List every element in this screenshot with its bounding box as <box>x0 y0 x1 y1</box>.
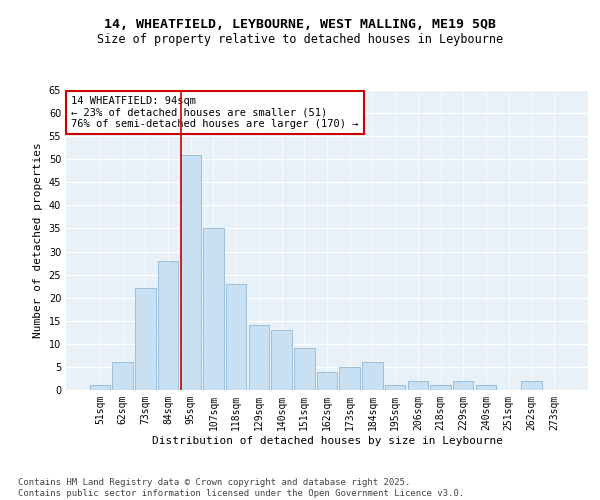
Text: 14 WHEATFIELD: 94sqm
← 23% of detached houses are smaller (51)
76% of semi-detac: 14 WHEATFIELD: 94sqm ← 23% of detached h… <box>71 96 359 129</box>
Bar <box>317 372 337 390</box>
Y-axis label: Number of detached properties: Number of detached properties <box>33 142 43 338</box>
X-axis label: Distribution of detached houses by size in Leybourne: Distribution of detached houses by size … <box>151 436 503 446</box>
Text: Size of property relative to detached houses in Leybourne: Size of property relative to detached ho… <box>97 32 503 46</box>
Bar <box>181 154 201 390</box>
Bar <box>158 261 178 390</box>
Bar <box>407 381 428 390</box>
Bar <box>476 386 496 390</box>
Bar <box>271 330 292 390</box>
Bar <box>385 386 406 390</box>
Bar <box>362 362 383 390</box>
Bar <box>135 288 155 390</box>
Bar <box>90 386 110 390</box>
Bar <box>294 348 314 390</box>
Bar <box>203 228 224 390</box>
Bar <box>248 326 269 390</box>
Bar <box>453 381 473 390</box>
Bar <box>521 381 542 390</box>
Bar <box>340 367 360 390</box>
Bar <box>112 362 133 390</box>
Bar <box>226 284 247 390</box>
Text: 14, WHEATFIELD, LEYBOURNE, WEST MALLING, ME19 5QB: 14, WHEATFIELD, LEYBOURNE, WEST MALLING,… <box>104 18 496 30</box>
Bar <box>430 386 451 390</box>
Text: Contains HM Land Registry data © Crown copyright and database right 2025.
Contai: Contains HM Land Registry data © Crown c… <box>18 478 464 498</box>
